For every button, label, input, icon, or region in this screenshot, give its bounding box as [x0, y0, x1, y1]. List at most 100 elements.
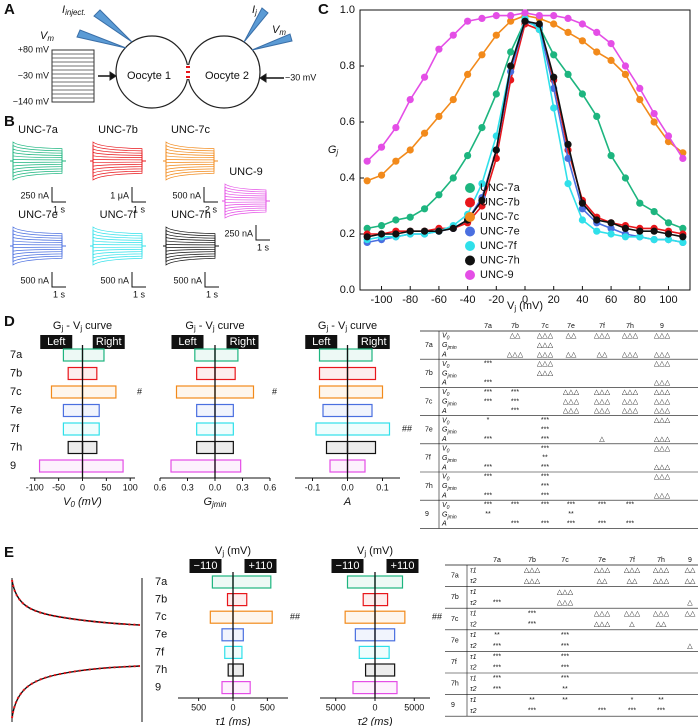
- table-cell: △△△: [653, 610, 670, 617]
- data-point: [578, 205, 586, 213]
- table-cell: *: [487, 417, 490, 424]
- data-point: [564, 180, 572, 188]
- subscript: 0: [447, 477, 450, 483]
- trace-label: UNC-7h: [171, 209, 211, 221]
- table-cell: △△△: [594, 389, 611, 396]
- bar-left: [224, 645, 234, 660]
- trace: [10, 155, 66, 162]
- category-label: 7c: [155, 611, 167, 623]
- trace: [10, 141, 66, 162]
- scale-label: 1 s: [53, 289, 66, 299]
- table-cell: △: [599, 436, 605, 443]
- table-header: 7c: [561, 557, 569, 564]
- header-box: [386, 559, 419, 573]
- text-part: curve: [215, 320, 245, 332]
- text-part: V: [442, 389, 448, 396]
- x-tick-label: 20: [548, 294, 560, 306]
- significance: ##: [402, 423, 412, 433]
- table-cell: △△△: [537, 342, 554, 349]
- table-cell: ***: [484, 398, 492, 405]
- text-part: A: [441, 492, 447, 499]
- data-point: [636, 199, 644, 207]
- subscript: j: [363, 549, 366, 558]
- table-param: A: [441, 436, 447, 443]
- text-part: V: [357, 545, 365, 557]
- panel-label: E: [4, 544, 14, 561]
- bar-left: [226, 592, 234, 607]
- subscript: jmin: [446, 345, 456, 351]
- current-traces: [10, 141, 66, 181]
- scale-label: 500 nA: [173, 275, 202, 285]
- table-cell: ***: [484, 474, 492, 481]
- x-axis-label: τ1 (ms): [215, 716, 251, 726]
- table-cell: △△△: [653, 578, 670, 585]
- table-cell: △△△: [524, 567, 541, 574]
- scale-bar: [204, 272, 219, 288]
- table-group: 9: [451, 702, 455, 709]
- x-tick-label: -60: [431, 294, 447, 306]
- table-param: τ1: [470, 567, 477, 574]
- text-part: A: [343, 496, 351, 508]
- header-label: +110: [391, 560, 415, 572]
- table-cell: ***: [567, 502, 575, 509]
- data-point: [607, 56, 615, 64]
- table-cell: ***: [541, 483, 549, 490]
- x-tick-label: -20: [488, 294, 504, 306]
- electrode-label: Ij: [252, 4, 257, 17]
- data-point: [650, 227, 658, 235]
- bar-left: [38, 459, 84, 473]
- subscript: m: [279, 28, 286, 37]
- trace: [163, 160, 218, 181]
- data-point: [621, 224, 630, 232]
- text-part: G: [442, 427, 448, 434]
- bar-left: [196, 403, 216, 418]
- bar-right: [346, 403, 373, 418]
- text-part: G: [203, 496, 212, 508]
- legend-marker: [465, 183, 475, 193]
- y-tick-label: 0.6: [340, 116, 355, 128]
- data-point: [521, 17, 529, 25]
- legend-label: UNC-7e: [480, 225, 520, 237]
- text-part: τ2 (ms): [357, 716, 393, 726]
- subscript: m: [47, 34, 54, 43]
- trace: [163, 226, 219, 247]
- x-tick-label: -100: [371, 294, 393, 306]
- data-point: [621, 70, 630, 78]
- bar-left: [221, 628, 234, 642]
- trace: [90, 148, 146, 162]
- text-part: curve: [82, 320, 112, 332]
- scale-label: 1 s: [133, 204, 146, 214]
- table-param: A: [441, 521, 447, 528]
- table-cell: ***: [484, 389, 492, 396]
- bar-left: [364, 663, 376, 677]
- x-tick-label: 5000: [404, 702, 424, 712]
- bar-right: [214, 348, 239, 362]
- table-cell: △△△: [594, 398, 611, 405]
- table-header: 9: [660, 323, 664, 330]
- table-cell: ***: [528, 621, 536, 628]
- text-part: G: [328, 144, 337, 156]
- panel-label: A: [4, 1, 15, 18]
- bar-right: [214, 422, 234, 436]
- data-point: [392, 157, 400, 165]
- header-box: [92, 335, 125, 349]
- trace: [163, 151, 218, 162]
- table-cell: ***: [541, 464, 549, 471]
- table-param: τ1: [470, 632, 477, 639]
- text-part: τ1: [470, 654, 477, 661]
- table-cell: ***: [484, 380, 492, 387]
- text-part: V: [442, 474, 448, 481]
- bar-right: [81, 403, 100, 418]
- table-cell: ***: [567, 521, 575, 528]
- text-part: - V: [196, 320, 214, 332]
- trace: [90, 243, 146, 247]
- subscript: 0: [447, 421, 450, 427]
- table-param: V0: [442, 502, 450, 511]
- text-part: τ1: [470, 567, 477, 574]
- bar-right: [232, 575, 272, 589]
- data-point: [607, 219, 615, 227]
- text-part: τ1: [470, 697, 477, 704]
- subscript: jmin: [446, 430, 456, 436]
- y-tick-label: 0.8: [340, 60, 355, 72]
